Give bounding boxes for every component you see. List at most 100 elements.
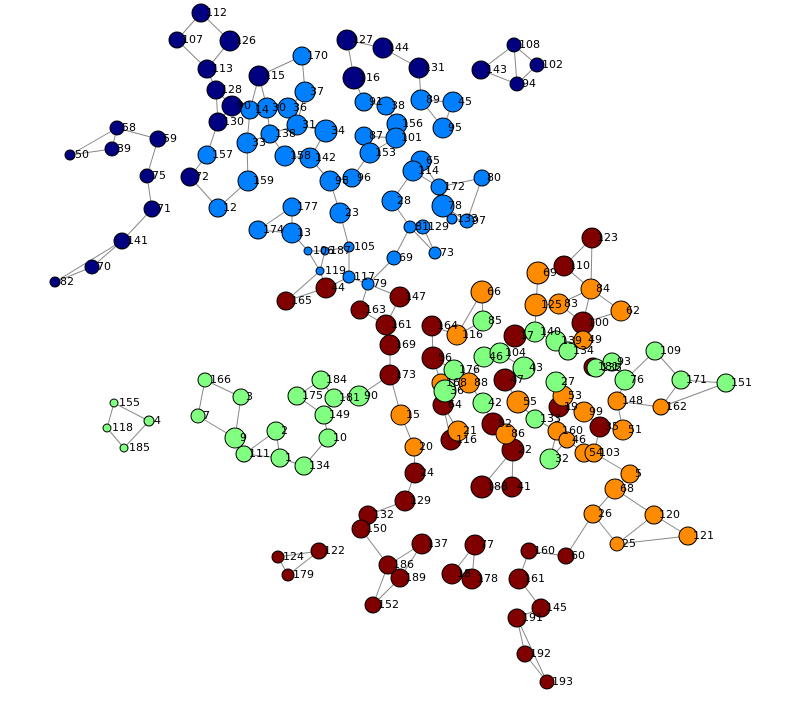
node-label: 14 <box>255 103 269 116</box>
node-label: 161 <box>391 318 412 331</box>
node <box>524 321 546 343</box>
node <box>548 293 570 315</box>
node <box>219 30 241 52</box>
node-label: 157 <box>212 148 233 161</box>
node-label: 181 <box>339 391 360 404</box>
node <box>473 169 491 187</box>
node-label: 189 <box>405 571 426 584</box>
node-label: 114 <box>418 164 439 177</box>
node <box>113 232 131 250</box>
node-label: 103 <box>599 446 620 459</box>
node-label: 2 <box>281 424 288 437</box>
node-label: 130 <box>223 115 244 128</box>
node <box>507 608 527 628</box>
node <box>410 89 432 111</box>
node-label: 124 <box>283 550 304 563</box>
node-label: 186 <box>393 558 414 571</box>
node-label: 91 <box>369 95 383 108</box>
node-label: 95 <box>448 121 462 134</box>
node-label: 164 <box>437 319 458 332</box>
node-label: 179 <box>293 568 314 581</box>
node <box>461 568 483 590</box>
node <box>573 401 595 423</box>
node <box>447 420 469 442</box>
node <box>411 533 433 555</box>
node-label: 121 <box>693 529 714 542</box>
node <box>716 373 736 393</box>
node <box>545 371 567 393</box>
node-label: 25 <box>622 537 636 550</box>
node-label: 73 <box>440 246 454 259</box>
node-label: 116 <box>456 433 477 446</box>
node <box>442 91 464 113</box>
node-label: 109 <box>660 344 681 357</box>
node <box>431 194 455 218</box>
node-label: 163 <box>365 303 386 316</box>
node <box>558 341 578 361</box>
node <box>109 398 119 408</box>
node-label: 5 <box>635 467 642 480</box>
node <box>329 202 351 224</box>
node <box>470 475 494 499</box>
node-label: 112 <box>206 6 227 19</box>
node <box>645 341 665 361</box>
node-label: 81 <box>415 220 429 233</box>
node-label: 68 <box>620 482 634 495</box>
node-label: 142 <box>315 151 336 164</box>
node <box>671 370 691 390</box>
node <box>378 555 398 575</box>
node <box>314 119 338 143</box>
node-label: 122 <box>324 544 345 557</box>
node-label: 132 <box>373 508 394 521</box>
node-label: 3 <box>246 390 253 403</box>
node <box>143 415 155 427</box>
node <box>580 278 602 300</box>
node <box>458 372 480 394</box>
node-label: 85 <box>488 314 502 327</box>
node <box>292 46 312 66</box>
node-label: 34 <box>331 124 345 137</box>
node-label: 115 <box>264 69 285 82</box>
node-label: 90 <box>364 389 378 402</box>
node-label: 21 <box>463 424 477 437</box>
node-label: 39 <box>117 142 131 155</box>
node <box>208 198 228 218</box>
node-label: 140 <box>540 325 561 338</box>
node <box>350 300 370 320</box>
node <box>379 334 401 356</box>
node-label: 184 <box>326 373 347 386</box>
node-label: 181 <box>598 360 619 373</box>
node <box>602 352 622 372</box>
node <box>508 568 530 590</box>
node <box>415 219 431 235</box>
node-label: 98 <box>335 174 349 187</box>
node-label: 192 <box>530 647 551 660</box>
node-label: 151 <box>731 376 752 389</box>
node <box>282 197 302 217</box>
node <box>589 416 611 438</box>
node-label: 32 <box>555 452 569 465</box>
node-label: 125 <box>541 298 562 311</box>
node <box>404 437 424 457</box>
node-label: 30 <box>272 101 286 114</box>
node-label: 193 <box>552 675 573 688</box>
node-label: 169 <box>395 338 416 351</box>
node-label: 22 <box>518 443 532 456</box>
node-label: 82 <box>60 275 74 288</box>
node <box>348 385 370 407</box>
node-label: 116 <box>462 328 483 341</box>
node-label: 96 <box>357 171 371 184</box>
node <box>531 598 551 618</box>
node <box>464 534 486 556</box>
node <box>361 277 375 291</box>
node-label: 133 <box>457 212 478 225</box>
node <box>489 342 511 364</box>
node-label: 36 <box>293 101 307 114</box>
node <box>276 291 296 311</box>
node-label: 35 <box>605 420 619 433</box>
node <box>354 92 374 112</box>
node-label: 131 <box>424 61 445 74</box>
node <box>143 200 161 218</box>
node <box>281 222 303 244</box>
